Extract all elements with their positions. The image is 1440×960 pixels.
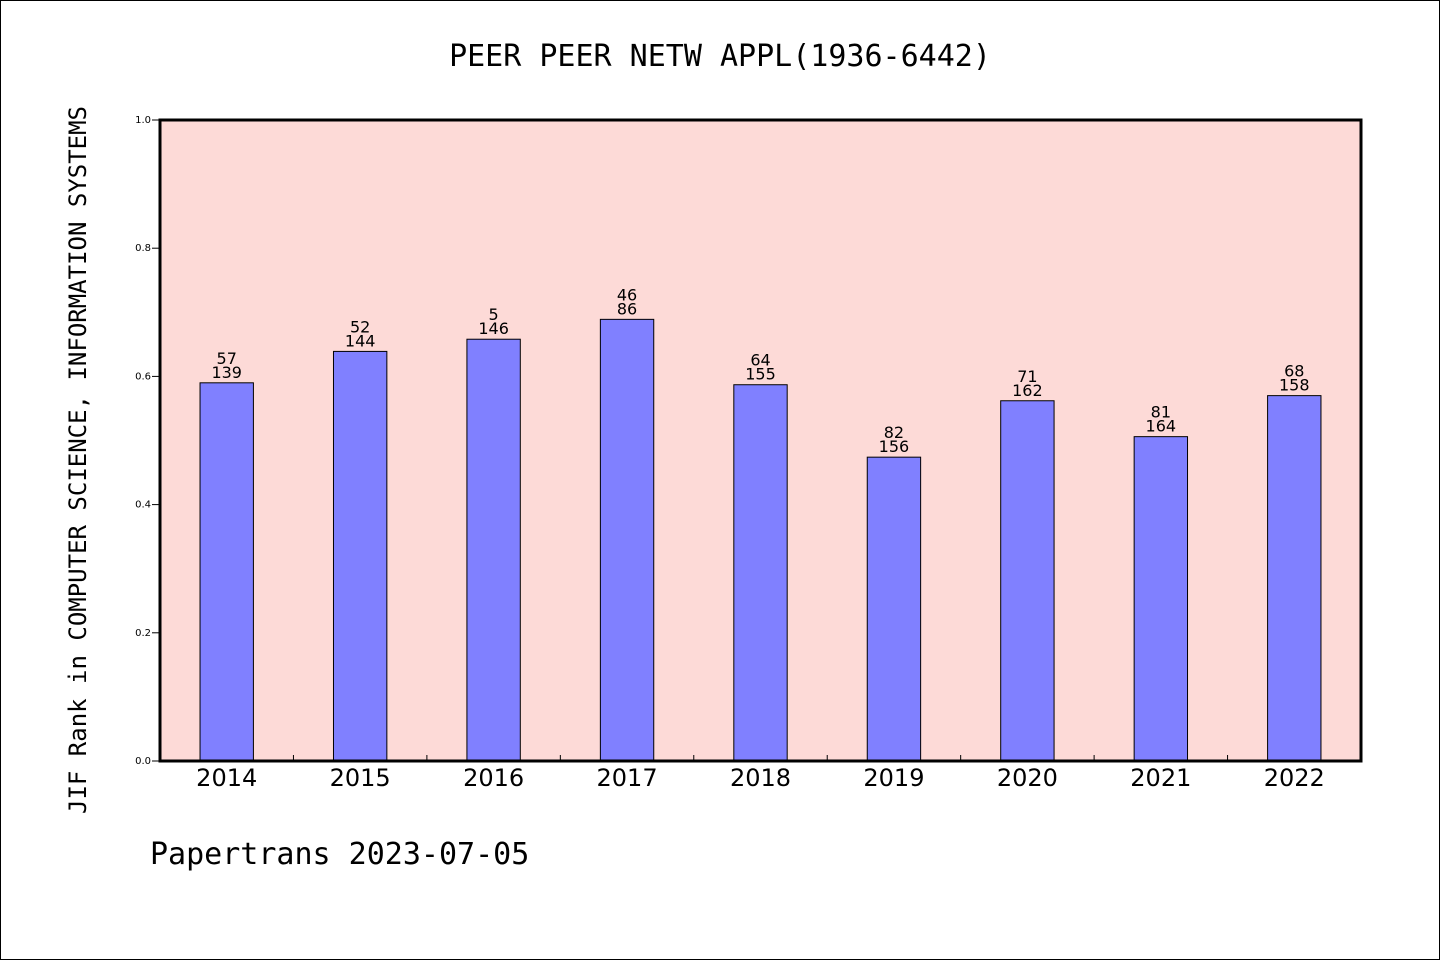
bar-rank-label: 5	[489, 305, 499, 324]
bar-rank-label: 71	[1017, 367, 1037, 386]
y-axis-label: JIF Rank in COMPUTER SCIENCE, INFORMATIO…	[64, 106, 92, 814]
bar-rank-label: 64	[750, 351, 770, 370]
y-tick-label: 0.8	[135, 243, 151, 254]
bar-total-label: 164	[1146, 417, 1177, 436]
bar-rank-label: 46	[617, 285, 637, 304]
bar-rank-label: 81	[1151, 403, 1171, 422]
x-tick-label: 2022	[1264, 764, 1325, 792]
bar	[1267, 395, 1322, 762]
bar	[733, 384, 788, 762]
bar-total-label: 144	[345, 331, 376, 350]
bar-total-label: 146	[478, 319, 509, 338]
bar-total-label: 86	[617, 299, 637, 318]
y-tick-label: 0.0	[135, 756, 151, 767]
x-tick-label: 2017	[597, 764, 658, 792]
bar	[1133, 436, 1189, 762]
x-tick-label: 2015	[330, 764, 391, 792]
bar-total-label: 156	[879, 437, 910, 456]
chart-title: PEER PEER NETW APPL(1936-6442)	[449, 39, 991, 74]
x-tick-label: 2021	[1130, 764, 1191, 792]
bar-rank-label: 82	[884, 423, 904, 442]
x-tick-label: 2020	[997, 764, 1058, 792]
plot-border	[158, 118, 1363, 763]
y-tick-label: 1.0	[135, 115, 151, 126]
bar-total-label: 139	[211, 363, 242, 382]
bar	[466, 338, 521, 762]
bar-rank-label: 68	[1284, 362, 1304, 381]
bar	[199, 382, 254, 762]
bar-rank-label: 57	[217, 349, 237, 368]
bar	[599, 318, 655, 762]
bar	[1000, 400, 1055, 762]
x-tick-label: 2014	[196, 764, 257, 792]
bar	[866, 456, 922, 762]
y-tick-label: 0.6	[135, 371, 151, 382]
y-tick-label: 0.4	[135, 500, 151, 511]
footer-text: Papertrans 2023-07-05	[150, 837, 529, 872]
axis-layer: 0.0 0.2 0.4 0.6 0.8 1.0 2014 2015 2016 2017 2018 20…	[135, 115, 1325, 792]
y-tick-label: 0.2	[135, 628, 151, 639]
x-tick-label: 2016	[463, 764, 524, 792]
x-tick-label: 2019	[863, 764, 924, 792]
x-tick-label: 2018	[730, 764, 791, 792]
bar-total-label: 162	[1012, 381, 1043, 400]
bar	[332, 350, 388, 762]
bar-rank-label: 52	[350, 317, 370, 336]
bar-total-label: 155	[745, 365, 776, 384]
bar-total-label: 158	[1279, 376, 1310, 395]
